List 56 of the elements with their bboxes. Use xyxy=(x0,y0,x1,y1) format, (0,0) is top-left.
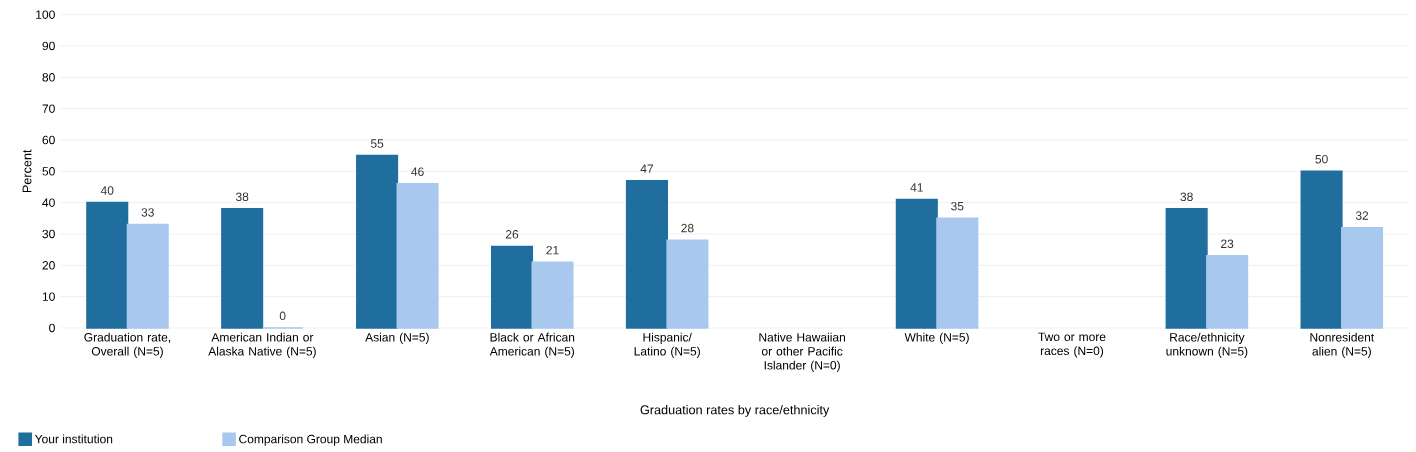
bar xyxy=(126,223,169,329)
y-tick-label: 80 xyxy=(42,73,55,82)
x-tick-label: Race/ethnicity unknown (N=5) xyxy=(1166,332,1248,358)
x-tick-label: Hispanic/ Latino (N=5) xyxy=(634,332,700,358)
y-tick-label: 70 xyxy=(42,104,55,113)
data-label: 28 xyxy=(681,223,694,233)
x-tick-label: Two or more races (N=0) xyxy=(1038,332,1106,358)
bar xyxy=(1300,170,1343,329)
data-label: 0 xyxy=(279,311,286,321)
y-tick-label: 100 xyxy=(36,10,55,19)
bar xyxy=(1165,208,1208,329)
bar xyxy=(531,261,574,329)
data-label: 33 xyxy=(141,208,154,217)
data-label: 38 xyxy=(1180,192,1193,202)
data-label: 47 xyxy=(640,164,654,173)
data-label: 40 xyxy=(100,186,114,195)
y-tick-label: 10 xyxy=(42,292,55,301)
bar xyxy=(1341,226,1384,329)
bar xyxy=(895,198,938,329)
bar xyxy=(666,239,709,329)
data-label: 46 xyxy=(411,167,424,176)
data-label: 21 xyxy=(546,245,559,255)
y-tick-label: 20 xyxy=(42,261,55,270)
x-tick-label: Asian (N=5) xyxy=(365,332,429,344)
y-tick-label: 40 xyxy=(42,198,55,207)
data-label: 23 xyxy=(1221,239,1234,249)
legend-label: Your institution xyxy=(34,434,113,444)
y-tick-label: 60 xyxy=(42,135,55,145)
x-tick-label: Native Hawaiian or other Pacific Islander (N=0) xyxy=(759,332,845,372)
legend-label: Comparison Group Median xyxy=(239,434,382,446)
bar xyxy=(625,179,668,329)
data-label: 41 xyxy=(910,183,923,192)
x-tick-label: American Indian or Alaska Native (N=5) xyxy=(208,332,316,358)
data-label: 26 xyxy=(505,230,519,239)
bar xyxy=(936,217,979,329)
y-axis-title: Percent xyxy=(22,149,32,193)
x-axis-title: Graduation rates by race/ethnicity xyxy=(640,405,830,417)
bar xyxy=(490,245,534,329)
x-tick-label: Black or African American (N=5) xyxy=(489,332,575,358)
bar xyxy=(356,154,399,329)
data-label: 35 xyxy=(951,201,964,211)
x-tick-label: White (N=5) xyxy=(904,332,969,344)
bar xyxy=(86,201,129,329)
y-tick-label: 90 xyxy=(42,41,55,51)
bar xyxy=(1206,255,1249,329)
data-label: 55 xyxy=(370,139,384,148)
x-tick-label: Graduation rate, Overall (N=5) xyxy=(84,332,171,358)
bar xyxy=(221,208,264,329)
y-tick-label: 30 xyxy=(42,229,55,239)
y-tick-label: 0 xyxy=(49,323,55,333)
data-label: 32 xyxy=(1355,211,1369,220)
bar xyxy=(396,183,439,329)
y-tick-label: 50 xyxy=(42,167,55,176)
x-tick-label: Nonresident alien (N=5) xyxy=(1310,332,1375,358)
data-label: 38 xyxy=(235,192,249,202)
data-label: 50 xyxy=(1315,154,1328,164)
